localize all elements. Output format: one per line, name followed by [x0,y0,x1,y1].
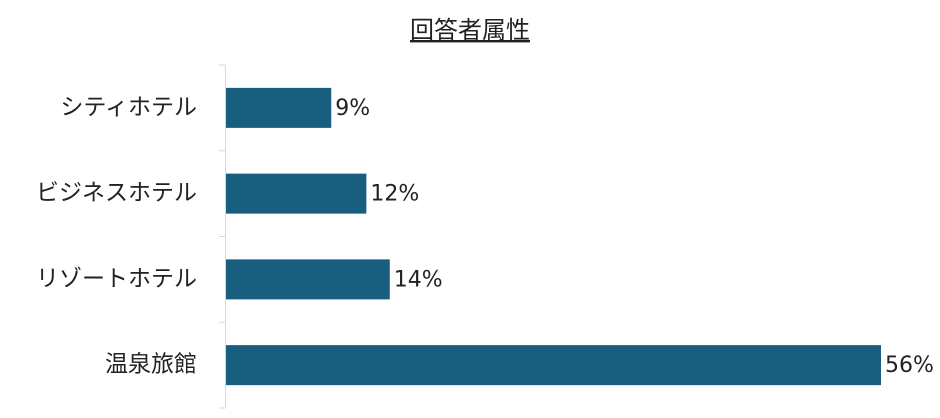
data-label: 12% [370,182,419,207]
bar [226,173,367,214]
y-tick-label: 温泉旅館 [105,352,197,378]
data-label: 14% [394,267,443,292]
data-label: 56% [885,353,934,378]
bar [226,345,881,386]
bar [226,87,332,128]
y-tick-label: リゾートホテル [36,266,197,292]
chart-title: 回答者属性 [410,16,530,44]
y-tick-label: シティホテル [60,94,197,120]
y-tick-label: ビジネスホテル [36,180,197,206]
data-label: 9% [335,96,370,121]
bar [226,259,390,300]
